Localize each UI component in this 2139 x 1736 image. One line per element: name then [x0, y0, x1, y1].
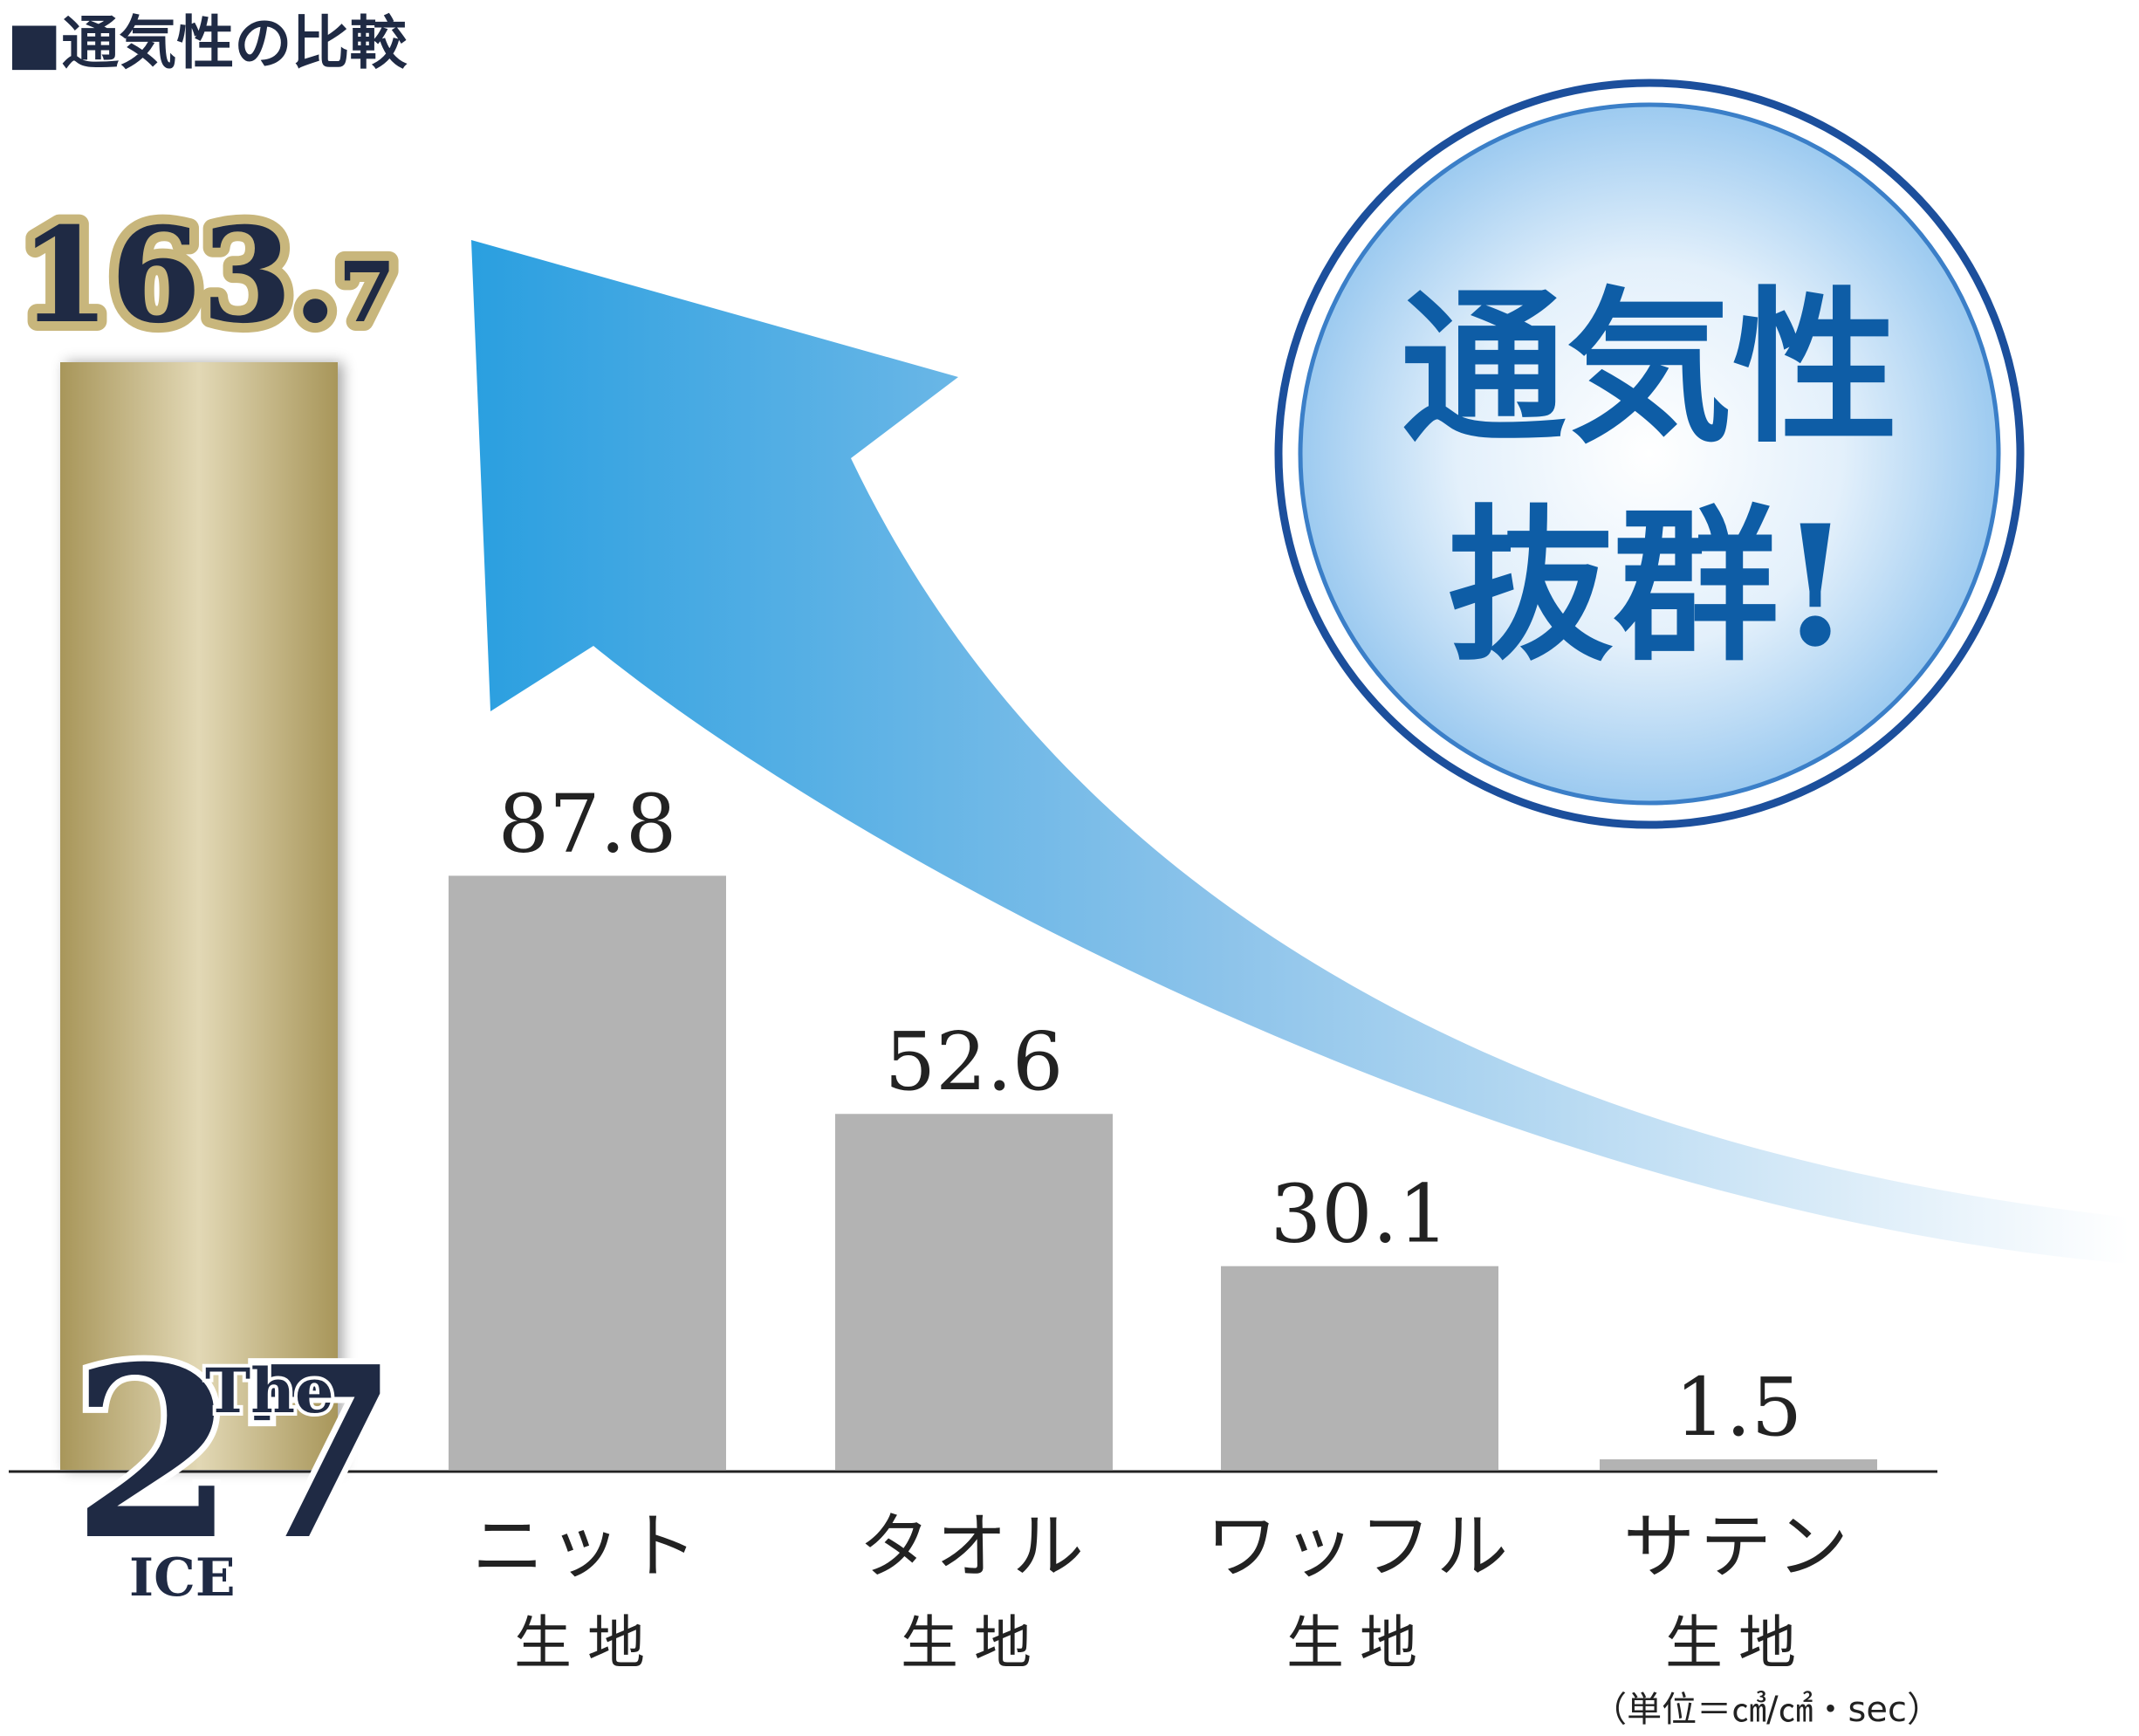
logo-the: The	[205, 1355, 334, 1427]
brand-logo: 27 The ICE	[65, 1308, 406, 1612]
logo-ice: ICE	[129, 1547, 236, 1609]
highlight-value: 163.7 163.7	[10, 189, 405, 362]
bubble-line-2: 抜群!	[1447, 489, 1851, 683]
bar-highlight	[60, 362, 338, 1470]
bar	[1600, 1459, 1877, 1470]
bar	[449, 875, 726, 1470]
highlight-value-outline: 163.7	[19, 199, 395, 353]
bubble-badge	[1298, 102, 2001, 806]
bubble-line-1: 通気性	[1401, 271, 1898, 465]
arrow-shape	[471, 240, 2129, 1264]
data-label: 30.1	[1271, 1168, 1450, 1261]
data-label: 1.5	[1675, 1361, 1802, 1454]
data-label: 87.8	[498, 777, 677, 870]
category-sublabel: 生地	[901, 1609, 1047, 1677]
unit-note: （単位＝㎤/㎠・sec）	[1592, 1690, 1942, 1730]
category-label: サテン	[1623, 1506, 1854, 1588]
category-label: ワッフル	[1206, 1506, 1513, 1588]
category-label: タオル	[859, 1506, 1089, 1588]
logo-digits: 27	[72, 1314, 400, 1592]
chart-title: ■通気性の比較	[7, 10, 408, 77]
highlight-value-text: 163.7	[19, 199, 395, 353]
category-label: ニット	[472, 1506, 703, 1588]
category-sublabel: 生地	[1286, 1609, 1433, 1677]
category-sublabel: 生地	[1665, 1609, 1812, 1677]
bar	[1221, 1266, 1498, 1470]
data-label: 52.6	[885, 1015, 1064, 1108]
bar	[835, 1114, 1113, 1470]
category-sublabel: 生地	[514, 1609, 661, 1677]
